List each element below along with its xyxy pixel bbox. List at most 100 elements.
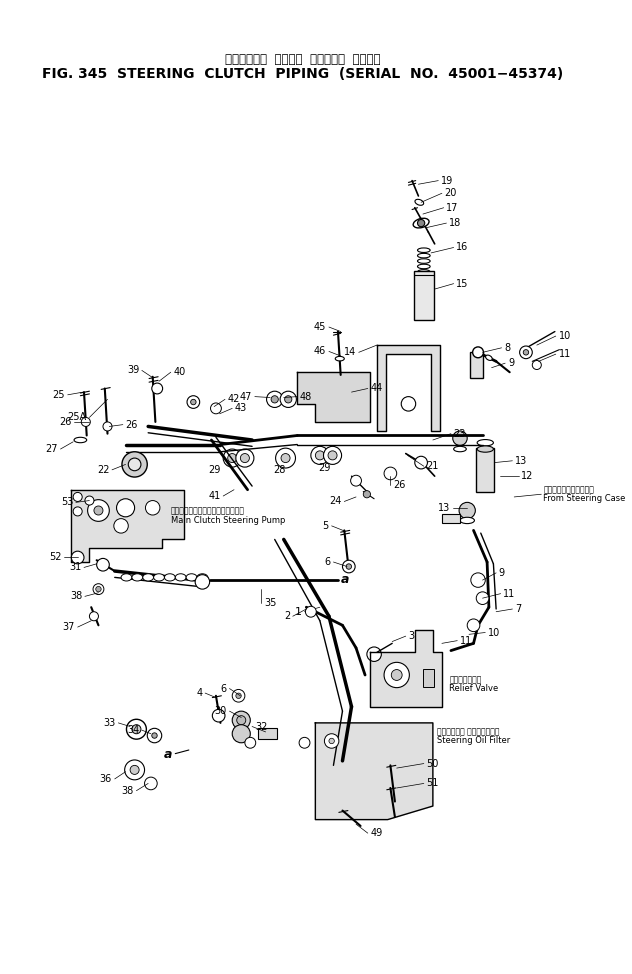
Text: 38: 38: [70, 591, 82, 601]
Circle shape: [132, 725, 141, 733]
Circle shape: [232, 725, 250, 743]
Ellipse shape: [186, 574, 197, 581]
Circle shape: [145, 501, 160, 515]
Circle shape: [94, 506, 103, 515]
Circle shape: [324, 446, 341, 465]
Text: ステアリングケースから: ステアリングケースから: [543, 485, 594, 494]
Text: Relief Valve: Relief Valve: [449, 684, 499, 693]
Text: 40: 40: [173, 367, 186, 377]
Circle shape: [191, 399, 196, 405]
Text: 9: 9: [508, 358, 514, 368]
Text: FIG. 345  STEERING  CLUTCH  PIPING  (SERIAL  NO.  45001−45374): FIG. 345 STEERING CLUTCH PIPING (SERIAL …: [42, 67, 563, 81]
Circle shape: [343, 560, 355, 573]
Circle shape: [351, 475, 362, 486]
Circle shape: [130, 766, 139, 774]
Text: 17: 17: [446, 203, 459, 212]
Bar: [414, 271, 434, 320]
Text: 12: 12: [521, 471, 534, 481]
Text: 51: 51: [427, 778, 439, 788]
Circle shape: [152, 732, 157, 738]
Circle shape: [384, 662, 410, 688]
Circle shape: [459, 503, 475, 518]
Text: 20: 20: [444, 188, 457, 199]
Text: 30: 30: [214, 706, 227, 716]
Circle shape: [315, 451, 324, 460]
Text: 26: 26: [393, 480, 406, 490]
Bar: [258, 729, 277, 739]
Circle shape: [401, 396, 416, 411]
Circle shape: [103, 422, 112, 431]
Text: 41: 41: [208, 491, 221, 501]
Circle shape: [212, 709, 225, 722]
Text: 39: 39: [127, 365, 139, 375]
Text: 19: 19: [441, 175, 453, 186]
Circle shape: [520, 346, 532, 358]
Text: 9: 9: [499, 568, 505, 578]
Circle shape: [473, 347, 483, 357]
Circle shape: [324, 733, 339, 748]
Text: 24: 24: [329, 497, 341, 506]
Circle shape: [88, 500, 109, 521]
Text: 13: 13: [438, 503, 450, 512]
Text: 37: 37: [63, 622, 75, 632]
Circle shape: [281, 454, 290, 463]
Text: ステアリング オイルフィルタ: ステアリング オイルフィルタ: [437, 728, 500, 736]
Circle shape: [82, 418, 90, 427]
Text: 11: 11: [460, 636, 472, 646]
Text: 38: 38: [121, 786, 134, 796]
Circle shape: [391, 669, 402, 681]
Circle shape: [126, 719, 147, 739]
Circle shape: [97, 558, 109, 571]
Ellipse shape: [121, 574, 132, 581]
Polygon shape: [377, 345, 440, 431]
Bar: [423, 669, 434, 687]
Text: 29: 29: [319, 463, 331, 473]
Polygon shape: [370, 630, 442, 706]
Text: 36: 36: [100, 774, 112, 784]
Text: 3: 3: [408, 631, 415, 641]
Circle shape: [299, 737, 310, 748]
Text: a: a: [164, 748, 172, 761]
Circle shape: [523, 350, 528, 356]
Text: 52: 52: [49, 552, 61, 563]
Circle shape: [145, 777, 157, 790]
Circle shape: [311, 446, 329, 465]
Circle shape: [329, 738, 334, 744]
Circle shape: [280, 392, 296, 407]
Ellipse shape: [197, 574, 208, 581]
Circle shape: [267, 392, 283, 407]
Text: 49: 49: [370, 828, 383, 839]
Text: 34: 34: [127, 725, 139, 735]
Text: 28: 28: [273, 465, 286, 475]
Circle shape: [384, 468, 397, 480]
Circle shape: [363, 491, 370, 498]
Text: 7: 7: [515, 604, 521, 614]
Ellipse shape: [454, 446, 466, 452]
Circle shape: [128, 458, 141, 470]
Polygon shape: [297, 372, 370, 422]
Circle shape: [232, 711, 250, 730]
Circle shape: [147, 729, 162, 743]
Circle shape: [93, 583, 104, 594]
Text: ノーンクラッチステアリングポンプ: ノーンクラッチステアリングポンプ: [171, 506, 245, 515]
Circle shape: [477, 592, 489, 605]
Ellipse shape: [460, 517, 475, 524]
Text: 47: 47: [240, 392, 252, 401]
Text: 29: 29: [208, 465, 221, 475]
Text: 43: 43: [235, 403, 247, 413]
Text: 2: 2: [284, 612, 290, 621]
Text: a: a: [341, 573, 349, 585]
Text: 5: 5: [323, 521, 329, 531]
Text: 6: 6: [325, 557, 331, 567]
Text: 26: 26: [126, 420, 138, 430]
Circle shape: [85, 496, 94, 506]
Circle shape: [152, 383, 162, 393]
Text: 45: 45: [314, 322, 326, 332]
Text: Main Clutch Steering Pump: Main Clutch Steering Pump: [171, 516, 285, 525]
Polygon shape: [71, 490, 185, 562]
Bar: [477, 448, 494, 492]
Circle shape: [467, 618, 480, 631]
Text: 6: 6: [221, 684, 227, 693]
Ellipse shape: [418, 270, 430, 274]
Ellipse shape: [143, 574, 154, 581]
